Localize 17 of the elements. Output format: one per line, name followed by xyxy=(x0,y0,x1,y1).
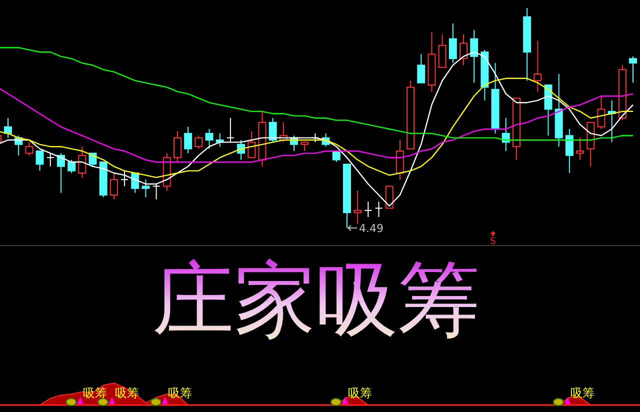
text: S xyxy=(490,237,496,247)
chart-title: 庄家吸筹 xyxy=(152,253,480,348)
candlestick xyxy=(354,190,362,224)
candlestick xyxy=(428,32,436,92)
candlestick xyxy=(374,201,383,218)
annotation: 吸筹 xyxy=(348,386,372,400)
candlestick xyxy=(534,40,542,92)
annotation: 吸筹 xyxy=(570,386,594,400)
candlestick xyxy=(460,34,468,66)
candlestick xyxy=(576,137,584,160)
candlestick xyxy=(470,30,478,84)
annotation: 4.49 xyxy=(358,222,384,235)
candlestick xyxy=(258,110,266,167)
candlestick xyxy=(396,140,404,180)
candlestick xyxy=(364,201,372,218)
candlestick xyxy=(565,128,574,174)
candlestick xyxy=(523,8,532,82)
